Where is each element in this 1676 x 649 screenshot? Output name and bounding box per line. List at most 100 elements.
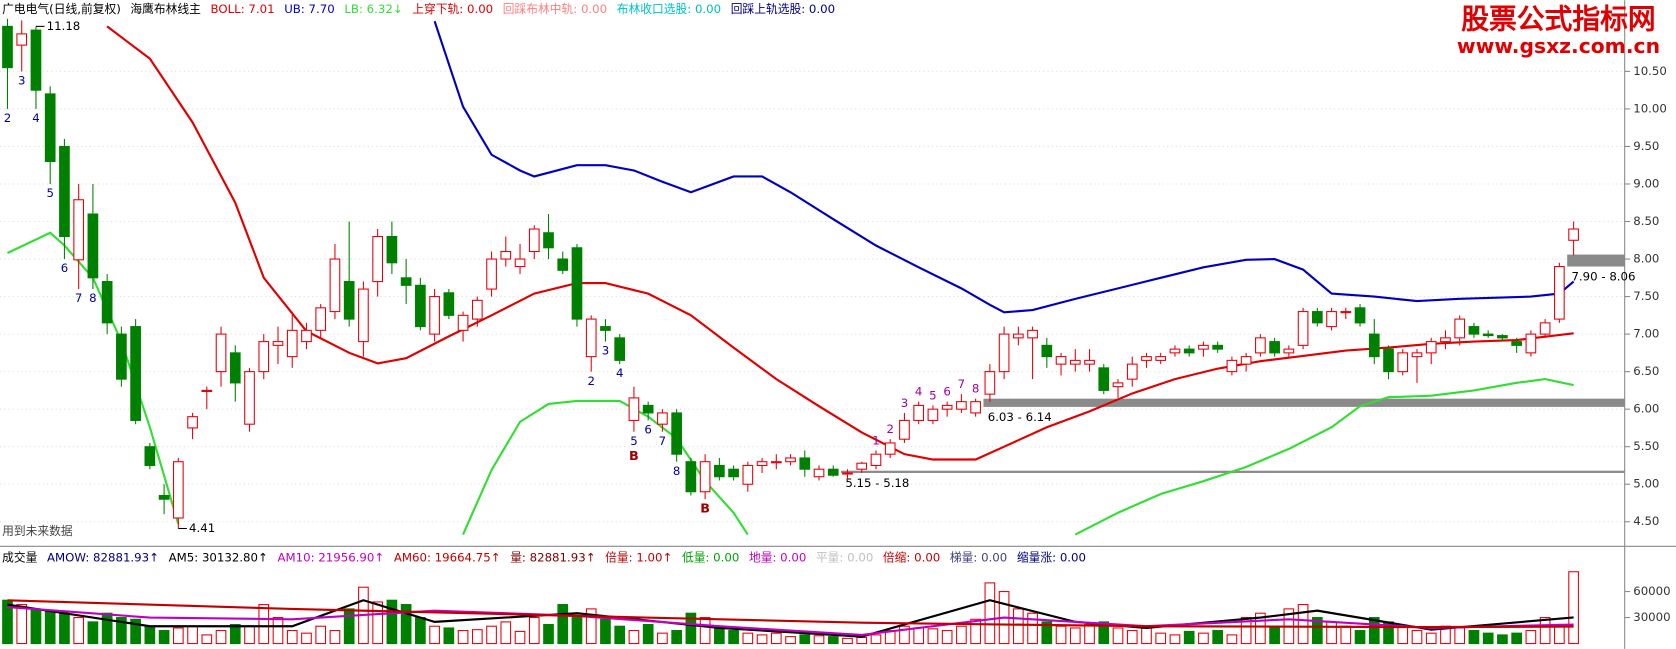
volume-bar	[386, 599, 398, 645]
zone-label: 5.15 - 5.18	[845, 476, 909, 490]
indicator-value: 低量: 0.00	[682, 551, 739, 565]
candle-body	[1397, 352, 1409, 373]
candle-body	[1297, 311, 1309, 346]
signal-marker: B	[700, 501, 710, 516]
signal-marker: 3	[901, 396, 908, 410]
indicator-value: 量: 82881.93↑	[510, 551, 595, 565]
candle-body	[286, 329, 298, 358]
volume-bar	[215, 630, 227, 645]
volume-bar	[415, 617, 426, 645]
volume-bar	[685, 612, 697, 645]
volume-bar	[1084, 623, 1095, 645]
volume-bar	[500, 621, 512, 645]
volume-bar	[1425, 632, 1437, 645]
candle-body	[1141, 356, 1152, 361]
candle-body	[244, 371, 255, 425]
volume-bar	[59, 612, 70, 645]
candle-body	[1497, 335, 1508, 339]
volume-bar	[657, 632, 668, 645]
candle-body	[1240, 356, 1252, 365]
volume-bar	[258, 604, 270, 645]
volume-bar	[229, 623, 241, 645]
candle-body	[1340, 311, 1352, 314]
volume-bar	[2, 599, 13, 645]
candle-body	[528, 228, 540, 253]
candle-body	[1069, 359, 1081, 365]
signal-marker: 3	[18, 74, 25, 88]
candle-body	[714, 464, 725, 478]
chart-title: 成交量	[2, 551, 37, 565]
candle-body	[585, 318, 597, 358]
volume-bar	[1112, 627, 1124, 645]
candle-body	[471, 299, 483, 320]
candle-body	[1183, 348, 1195, 354]
candle-body	[386, 235, 398, 264]
volume-bar	[1326, 621, 1337, 645]
volume-bar	[1525, 630, 1537, 645]
signal-marker: 4	[616, 366, 623, 380]
legend-entry: BOLL: 7.01	[211, 2, 275, 16]
zone-label: 6.03 - 6.14	[988, 410, 1052, 424]
volume-bar	[443, 627, 455, 645]
signal-marker: 7	[659, 434, 666, 448]
candle-body	[215, 333, 227, 373]
candle-body	[685, 461, 697, 493]
volume-bar	[941, 630, 953, 645]
signal-marker: 3	[602, 344, 609, 358]
volume-bar	[642, 623, 654, 645]
footnote: 用到未来数据	[2, 524, 73, 538]
candle-body	[1226, 359, 1238, 373]
volume-bar	[1482, 632, 1494, 645]
indicator-line	[7, 606, 1574, 636]
volume-bar	[1155, 632, 1167, 645]
volume-bar	[1568, 571, 1579, 645]
volume-bar	[1212, 630, 1224, 645]
indicator-value: 倍缩: 0.00	[883, 551, 940, 565]
volume-bar	[1297, 604, 1309, 645]
legend-entry: AM10: 21956.90↑	[277, 551, 384, 565]
candle-body	[998, 333, 1010, 373]
candle-body	[614, 337, 626, 361]
candle-body	[1212, 344, 1224, 350]
candle-body	[101, 281, 113, 324]
signal-marker: 6	[943, 385, 950, 399]
signal-marker: 7	[958, 377, 965, 391]
volume-bar	[187, 625, 198, 645]
volume-bar	[1269, 625, 1280, 645]
y-tick-label: 7.50	[1633, 289, 1659, 303]
candle-body	[1041, 344, 1053, 358]
signal-marker: 4	[32, 111, 39, 125]
volume-bar	[343, 608, 355, 645]
signal-marker: 5	[46, 186, 53, 200]
signal-marker: 8	[972, 382, 979, 396]
candle-body	[827, 468, 839, 476]
candle-body	[1269, 341, 1280, 354]
candle-body	[813, 468, 825, 478]
volume-bar	[870, 634, 882, 645]
volume-bar	[1255, 612, 1266, 645]
volume-bar	[1539, 617, 1551, 645]
volume-bar	[813, 635, 825, 645]
y-tick-label: 9.50	[1633, 139, 1659, 153]
indicator-value: 回踩布林中轨: 0.00	[503, 2, 607, 16]
volume-bar	[671, 630, 682, 645]
volume-bar	[101, 612, 113, 645]
volume-bar	[372, 601, 384, 645]
volume-bar	[130, 618, 141, 645]
candle-body	[941, 404, 953, 410]
candle-body	[1482, 333, 1494, 337]
legend-entry: AM60: 19664.75↑	[394, 551, 501, 565]
indicator-value: AMOW: 82881.93↑	[47, 551, 159, 565]
annotation: 4.41	[189, 521, 215, 535]
signal-marker: 5	[929, 388, 936, 402]
volume-bar	[73, 617, 85, 645]
candle-body	[1326, 311, 1337, 328]
volume-bar	[1411, 630, 1423, 645]
volume-bar	[842, 637, 853, 645]
volume-bar	[30, 608, 42, 645]
volume-bar	[571, 617, 583, 645]
candle-body	[557, 258, 569, 271]
candle-body	[144, 446, 156, 466]
candle-body	[1525, 333, 1537, 354]
y-tick-label: 10.50	[1633, 64, 1667, 78]
